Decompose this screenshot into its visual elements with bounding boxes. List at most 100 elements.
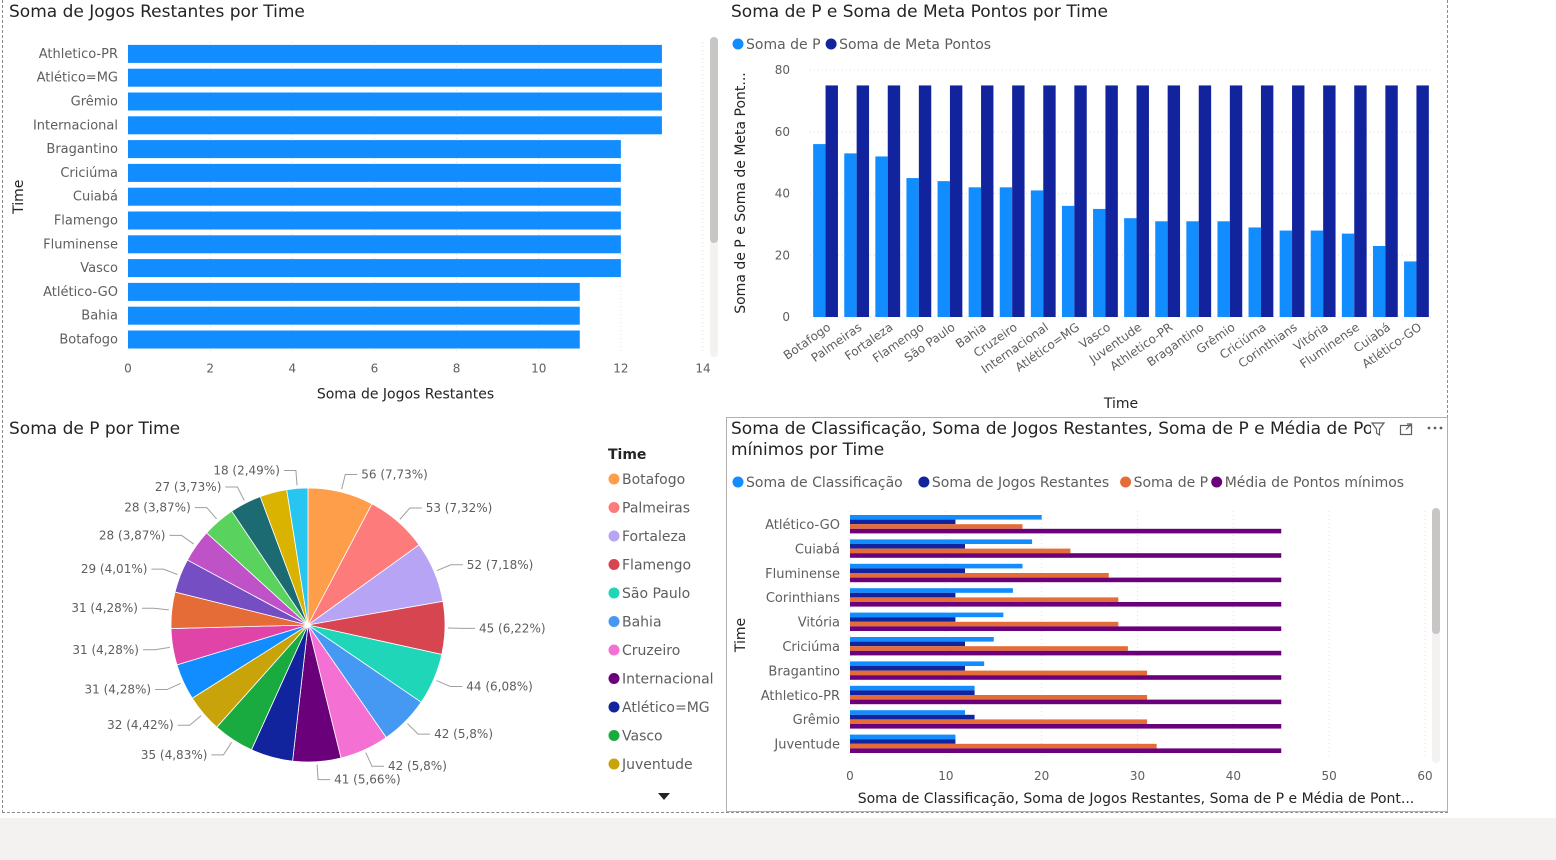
legend-marker[interactable] — [608, 730, 620, 741]
column-Soma de P-Vitória[interactable] — [1310, 230, 1324, 317]
bar-Soma de Classificação-Fluminense[interactable] — [850, 563, 1023, 569]
bar-Soma de Classificação-Atlético-GO[interactable] — [850, 515, 1042, 520]
bar-Bahia[interactable] — [128, 306, 580, 325]
column-Soma de P-Grêmio[interactable] — [1217, 221, 1230, 317]
column-Soma de P-Palmeiras[interactable] — [844, 153, 857, 317]
bar-Soma de P-Atlético-GO[interactable] — [850, 524, 1023, 529]
legend-label[interactable]: Vasco — [622, 729, 663, 745]
legend-marker[interactable] — [608, 701, 620, 713]
column-Soma de P-Bragantino[interactable] — [1186, 221, 1199, 317]
column-Soma de Meta Pontos-Athletico-PR[interactable] — [1167, 85, 1181, 317]
column-Soma de Meta Pontos-Corinthians[interactable] — [1292, 85, 1305, 317]
bar-Fluminense[interactable] — [128, 235, 621, 254]
bar-Média de Pontos mínimos-Fluminense[interactable] — [850, 577, 1282, 583]
column-Soma de P-Cruzeiro[interactable] — [999, 187, 1013, 317]
bar-Soma de Classificação-Athletico-PR[interactable] — [850, 685, 975, 691]
legend-marker[interactable] — [732, 476, 744, 488]
bar-Soma de P-Juventude[interactable] — [850, 743, 1157, 749]
bar-Flamengo[interactable] — [128, 211, 621, 230]
column-Soma de Meta Pontos-Botafogo[interactable] — [825, 85, 838, 317]
legend-label[interactable]: Internacional — [622, 672, 714, 688]
column-Soma de Meta Pontos-Cuiabá[interactable] — [1385, 85, 1398, 317]
bar-Soma de Jogos Restantes-Corinthians[interactable] — [850, 592, 956, 598]
legend-label[interactable]: Soma de Meta Pontos — [839, 37, 991, 53]
legend-marker[interactable] — [608, 616, 620, 627]
legend-label[interactable]: Bahia — [622, 615, 662, 631]
bar-Vasco[interactable] — [128, 259, 621, 278]
bar-Soma de Classificação-Cuiabá[interactable] — [850, 539, 1033, 544]
bar-Soma de P-Vitória[interactable] — [850, 621, 1119, 627]
legend-label[interactable]: Soma de Jogos Restantes — [932, 475, 1109, 491]
legend-marker[interactable] — [608, 530, 620, 542]
column-Soma de Meta Pontos-Flamengo[interactable] — [918, 85, 932, 317]
legend-marker[interactable] — [608, 673, 620, 684]
legend-label[interactable]: Juventude — [621, 757, 693, 773]
legend-label[interactable]: Fortaleza — [622, 529, 686, 545]
bar-Atlético-GO[interactable] — [128, 282, 580, 301]
bar-Cuiabá[interactable] — [128, 187, 621, 206]
bar-Soma de Jogos Restantes-Cuiabá[interactable] — [850, 544, 965, 549]
legend-label[interactable]: São Paulo — [622, 586, 690, 602]
column-Soma de Meta Pontos-Internacional[interactable] — [1043, 85, 1056, 317]
filter-icon[interactable] — [1370, 421, 1386, 441]
chart4-clustered-bar[interactable]: Soma de Classificação Soma de Jogos Resta… — [726, 465, 1446, 810]
column-Soma de Meta Pontos-São Paulo[interactable] — [949, 85, 963, 317]
bar-Soma de Jogos Restantes-Bragantino[interactable] — [850, 666, 965, 671]
bar-Soma de P-Bragantino[interactable] — [850, 670, 1148, 676]
legend-marker[interactable] — [608, 559, 620, 570]
column-Soma de P-Atlético=MG[interactable] — [1061, 205, 1075, 317]
chart1-horizontal-bar[interactable]: 0 2 4 6 8 10 12 14 Athletico-PR Atlético=MG Grêmio… — [0, 30, 725, 410]
bar-Grêmio[interactable] — [128, 92, 662, 111]
column-Soma de Meta Pontos-Fortaleza[interactable] — [887, 85, 901, 317]
bar-Média de Pontos mínimos-Athletico-PR[interactable] — [850, 699, 1282, 705]
bar-Média de Pontos mínimos-Bragantino[interactable] — [850, 675, 1282, 680]
bar-Média de Pontos mínimos-Cuiabá[interactable] — [850, 553, 1282, 558]
chart2-clustered-column[interactable]: Soma de P Soma de Meta Pontos020406080Bot… — [726, 30, 1446, 415]
bar-Média de Pontos mínimos-Grêmio[interactable] — [850, 724, 1282, 729]
bar-Soma de Jogos Restantes-Athletico-PR[interactable] — [850, 690, 975, 695]
column-Soma de P-Flamengo[interactable] — [906, 178, 919, 317]
column-Soma de P-Bahia[interactable] — [968, 187, 982, 317]
legend-marker[interactable] — [608, 644, 620, 656]
bar-Média de Pontos mínimos-Criciúma[interactable] — [850, 650, 1282, 656]
legend-label[interactable]: Soma de P — [1134, 475, 1209, 491]
legend-label[interactable]: Palmeiras — [622, 501, 690, 517]
bar-Soma de Jogos Restantes-Juventude[interactable] — [850, 739, 956, 744]
bar-Athletico-PR[interactable] — [128, 44, 662, 63]
column-Soma de P-Fluminense[interactable] — [1341, 233, 1355, 317]
bar-Bragantino[interactable] — [128, 140, 621, 159]
bar-Soma de Classificação-Criciúma[interactable] — [850, 637, 994, 642]
column-Soma de P-Atlético-GO[interactable] — [1404, 261, 1417, 317]
bar-Média de Pontos mínimos-Vitória[interactable] — [850, 626, 1282, 631]
column-Soma de P-Fortaleza[interactable] — [875, 156, 888, 317]
bar-Média de Pontos mínimos-Atlético-GO[interactable] — [850, 528, 1282, 534]
legend-marker[interactable] — [608, 758, 620, 770]
bar-Soma de Jogos Restantes-Atlético-GO[interactable] — [850, 519, 956, 525]
bar-Soma de Jogos Restantes-Grêmio[interactable] — [850, 714, 975, 720]
bar-Internacional[interactable] — [128, 116, 662, 135]
column-Soma de Meta Pontos-Juventude[interactable] — [1136, 85, 1149, 317]
chevron-down-icon[interactable] — [658, 793, 670, 800]
column-Soma de Meta Pontos-Palmeiras[interactable] — [856, 85, 870, 317]
bar-Soma de Classificação-Bragantino[interactable] — [850, 661, 985, 666]
bar-Soma de Jogos Restantes-Vitória[interactable] — [850, 617, 956, 622]
bar-Soma de Jogos Restantes-Fluminense[interactable] — [850, 568, 965, 573]
column-Soma de P-Cuiabá[interactable] — [1372, 245, 1386, 317]
column-Soma de Meta Pontos-Criciúma[interactable] — [1260, 85, 1274, 317]
legend-label[interactable]: Cruzeiro — [622, 643, 680, 659]
bar-Média de Pontos mínimos-Corinthians[interactable] — [850, 602, 1282, 607]
legend-marker[interactable] — [732, 38, 744, 50]
column-Soma de Meta Pontos-Bragantino[interactable] — [1198, 85, 1212, 317]
column-Soma de P-Vasco[interactable] — [1093, 208, 1106, 317]
chart3-pie[interactable]: 56 (7,73%) 53 (7,32%) 52 (7,18%) 45 (6,22%)… — [0, 440, 725, 810]
column-Soma de Meta Pontos-Bahia[interactable] — [981, 85, 994, 317]
legend-label[interactable]: Botafogo — [622, 472, 685, 488]
bar-Soma de Classificação-Corinthians[interactable] — [850, 588, 1013, 593]
bar-Soma de P-Grêmio[interactable] — [850, 719, 1148, 724]
legend-marker[interactable] — [608, 502, 620, 513]
column-Soma de P-Corinthians[interactable] — [1279, 230, 1293, 317]
column-Soma de Meta Pontos-Atlético-GO[interactable] — [1416, 85, 1429, 317]
legend-label[interactable]: Soma de Classificação — [746, 475, 903, 491]
scrollbar-thumb[interactable] — [710, 37, 718, 243]
bar-Soma de P-Fluminense[interactable] — [850, 573, 1109, 578]
